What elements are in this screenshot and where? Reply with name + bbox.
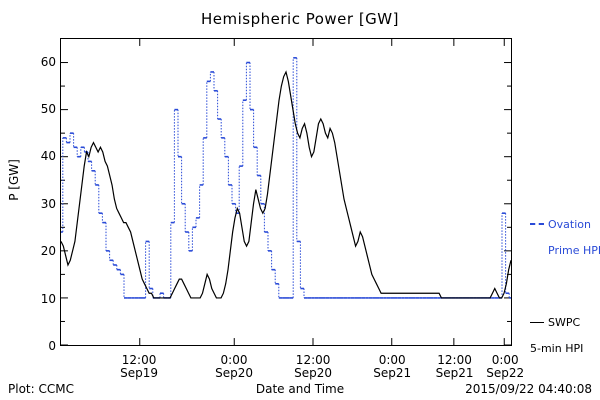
x-tick-label: 0:00 Sep22 xyxy=(486,353,525,380)
y-tick-label: 0 xyxy=(48,339,56,353)
legend-ovation: Ovation Prime HPI xyxy=(516,205,600,270)
legend-ovation-label-2: Prime HPI xyxy=(548,244,600,257)
legend-ovation-line-icon xyxy=(530,223,544,225)
x-tick-label: 12:00 Sep21 xyxy=(435,353,474,380)
x-tick-label: 0:00 Sep21 xyxy=(373,353,412,380)
footer-timestamp: 2015/09/22 04:40:08 xyxy=(465,382,592,396)
legend-ovation-label-1: Ovation xyxy=(548,218,591,231)
plot-area xyxy=(60,38,512,346)
x-tick-label: 12:00 Sep19 xyxy=(120,353,159,380)
legend-swpc: SWPC 5-min HPI xyxy=(516,303,583,368)
y-tick-label: 60 xyxy=(40,54,56,69)
footer-plot-credit: Plot: CCMC xyxy=(8,382,74,396)
y-tick-label: 30 xyxy=(40,196,56,211)
x-tick-label: 12:00 Sep20 xyxy=(294,353,333,380)
legend-swpc-label-1: SWPC xyxy=(548,316,581,329)
series-ovation-prime xyxy=(61,58,511,298)
y-tick-label: 10 xyxy=(40,291,56,306)
x-tick-label: 0:00 Sep20 xyxy=(215,353,253,380)
y-axis-tick-labels: 0 10 20 30 40 50 60 xyxy=(8,38,56,353)
x-axis-label: Date and Time xyxy=(255,382,345,396)
legend-swpc-label-2: 5-min HPI xyxy=(530,342,584,355)
y-tick-label: 50 xyxy=(40,102,56,117)
y-tick-label: 40 xyxy=(40,149,56,164)
x-axis-tick-labels: 12:00 Sep19 0:00 Sep20 12:00 Sep20 0:00 Sep21 12… xyxy=(60,350,524,382)
plot-svg xyxy=(61,39,511,345)
series-swpc-5min xyxy=(61,72,511,298)
y-tick-label: 20 xyxy=(40,244,56,259)
legend-swpc-line-icon xyxy=(530,322,544,323)
chart-title: Hemispheric Power [GW] xyxy=(201,10,399,28)
